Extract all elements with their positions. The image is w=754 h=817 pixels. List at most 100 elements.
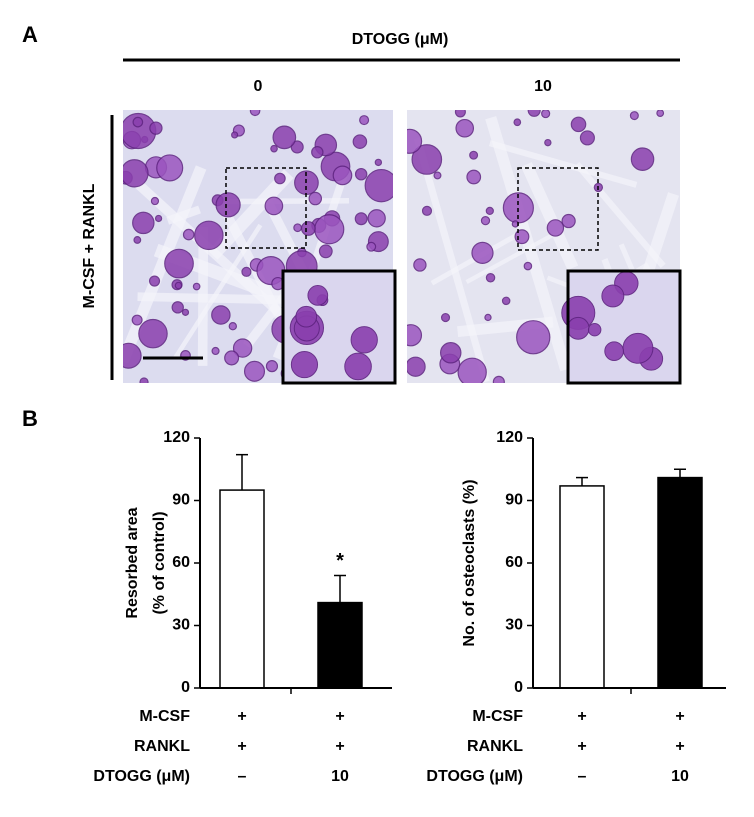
cell: [211, 346, 220, 356]
cell: [311, 145, 324, 159]
condition-value: +: [335, 738, 344, 755]
cell: [523, 261, 533, 271]
cell: [150, 196, 160, 206]
column-label: 0: [254, 78, 263, 95]
cell: [630, 147, 655, 171]
cell: [224, 350, 240, 366]
cell: [192, 282, 201, 291]
fiber: [574, 162, 666, 268]
condition-value: +: [237, 738, 246, 755]
cell: [293, 223, 302, 233]
header: DTOGG (μM): [352, 31, 449, 48]
cell: [433, 171, 442, 180]
cell: [307, 285, 329, 306]
cell: [156, 154, 184, 182]
y-tick-label: 60: [505, 554, 523, 571]
cell: [469, 150, 479, 160]
condition-value: +: [675, 708, 684, 725]
fiber: [123, 165, 207, 364]
condition-label: M-CSF: [139, 708, 190, 725]
cell: [132, 116, 144, 128]
cell: [249, 110, 261, 117]
cell: [407, 128, 423, 154]
cell: [485, 273, 496, 283]
y-axis-label: No. of osteoclasts (%): [461, 479, 478, 646]
cell: [241, 266, 252, 277]
bar: [559, 485, 605, 689]
condition-value: –: [578, 768, 587, 785]
condition-value: +: [675, 738, 684, 755]
cell: [454, 110, 466, 118]
cell: [466, 169, 482, 185]
condition-label: RANKL: [134, 738, 190, 755]
cell: [344, 352, 372, 381]
cell: [407, 324, 423, 347]
cell: [622, 332, 654, 364]
cell: [270, 144, 278, 153]
cell: [656, 110, 665, 117]
cell: [546, 219, 565, 237]
fiber: [413, 137, 490, 383]
y-axis-label: Resorbed area: [124, 507, 141, 618]
fiber: [166, 205, 201, 225]
cell: [440, 312, 451, 323]
fiber: [223, 197, 350, 205]
y-tick-label: 120: [496, 429, 523, 446]
y-tick-label: 0: [181, 679, 190, 696]
cell: [272, 125, 297, 150]
cell: [587, 322, 602, 337]
cell: [629, 111, 639, 121]
fiber: [465, 228, 563, 284]
condition-value: –: [238, 768, 247, 785]
cell: [485, 206, 494, 216]
cell: [514, 229, 530, 245]
cell: [354, 167, 368, 181]
cell: [471, 241, 494, 264]
condition-value: +: [577, 738, 586, 755]
bar: [219, 489, 265, 689]
cell: [501, 296, 511, 306]
cell: [604, 341, 624, 361]
column-label: 10: [534, 78, 552, 95]
condition-value: 10: [331, 768, 349, 785]
fiber: [489, 140, 638, 188]
y-tick-label: 60: [172, 554, 190, 571]
cell: [194, 220, 224, 251]
y-tick-label: 30: [505, 617, 523, 634]
panel-label: A: [22, 22, 38, 47]
y-tick-label: 30: [172, 617, 190, 634]
cell: [407, 356, 426, 377]
fiber: [521, 162, 579, 271]
cell: [601, 284, 625, 308]
cell: [541, 110, 551, 119]
condition-label: M-CSF: [472, 708, 523, 725]
cell: [318, 244, 333, 259]
cell: [561, 213, 576, 229]
cell: [265, 360, 279, 373]
cell: [274, 172, 286, 185]
y-tick-label: 90: [172, 492, 190, 509]
cell: [123, 342, 142, 369]
y-tick-label: 90: [505, 492, 523, 509]
cell: [149, 121, 163, 135]
cell: [455, 118, 475, 138]
fiber: [197, 226, 209, 366]
cell: [516, 320, 551, 355]
cell: [332, 165, 353, 186]
cell: [133, 236, 142, 244]
cell: [411, 144, 443, 175]
y-tick-label: 0: [514, 679, 523, 696]
cell: [350, 326, 378, 354]
cell: [232, 338, 253, 358]
cell: [513, 118, 522, 127]
annotation: *: [336, 550, 344, 572]
cell: [374, 158, 383, 167]
cell: [174, 281, 183, 290]
cell: [132, 211, 155, 235]
bar: [317, 601, 363, 689]
condition-label: DTOGG (μM): [426, 768, 523, 785]
condition-value: +: [335, 708, 344, 725]
cell: [182, 228, 195, 241]
condition-value: +: [237, 708, 246, 725]
